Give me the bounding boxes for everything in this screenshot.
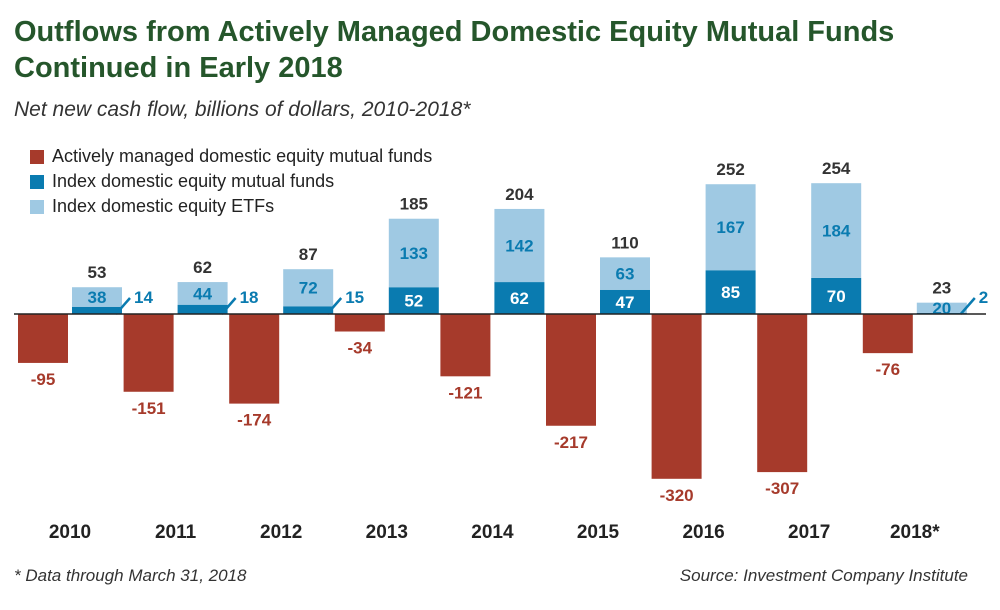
label-index-mutual-2: 15 <box>345 288 364 307</box>
label-index-mutual-4: 62 <box>510 289 529 308</box>
label-etf-3: 133 <box>400 244 428 263</box>
label-total-5: 110 <box>611 233 638 252</box>
x-tick-label-3: 2013 <box>366 522 408 543</box>
label-total-6: 252 <box>716 160 744 179</box>
label-active-7: -307 <box>765 479 799 498</box>
label-index-mutual-1: 18 <box>240 288 259 307</box>
label-etf-2: 72 <box>299 279 318 298</box>
leader-index-mutual-0 <box>115 297 131 315</box>
label-etf-5: 63 <box>616 265 635 284</box>
label-index-mutual-7: 70 <box>827 287 846 306</box>
label-active-4: -121 <box>448 383 482 402</box>
label-active-0: -95 <box>31 370 56 389</box>
x-tick-label-0: 2010 <box>49 522 91 543</box>
bar-active-6 <box>651 314 702 479</box>
leader-index-mutual-2 <box>326 297 343 315</box>
label-active-3: -34 <box>348 339 373 358</box>
bar-active-1 <box>123 314 174 392</box>
label-active-1: -151 <box>132 399 166 418</box>
legend-swatch-etf <box>30 199 44 214</box>
label-total-1: 62 <box>193 258 212 277</box>
bar-etf-2 <box>283 269 334 307</box>
bar-etf-3 <box>388 218 439 288</box>
chart-title: Outflows from Actively Managed Domestic … <box>14 16 895 84</box>
bar-active-5 <box>546 314 596 426</box>
bar-etf-8 <box>916 302 967 313</box>
x-tick-label-6: 2016 <box>682 522 724 543</box>
bar-active-2 <box>229 314 280 404</box>
label-index-mutual-5: 47 <box>616 293 635 312</box>
bar-active-8 <box>862 314 913 354</box>
x-tick-label-4: 2014 <box>471 522 514 543</box>
leader-index-mutual-8 <box>959 297 976 315</box>
bar-index-mutual-1 <box>177 304 228 314</box>
legend-swatch-index-mutual <box>30 174 44 189</box>
bar-etf-4 <box>494 208 545 283</box>
label-index-mutual-3: 52 <box>404 292 423 311</box>
label-active-8: -76 <box>876 360 901 379</box>
label-etf-0: 38 <box>88 288 107 307</box>
bar-active-7 <box>757 314 808 473</box>
bar-index-mutual-6 <box>705 270 756 314</box>
legend-label-index-mutual: Index domestic equity mutual funds <box>52 171 335 191</box>
label-total-4: 204 <box>505 185 534 204</box>
legend-label-etf: Index domestic equity ETFs <box>52 196 275 216</box>
x-tick-label-2: 2012 <box>260 522 302 543</box>
label-index-mutual-0: 14 <box>134 288 153 307</box>
bar-index-mutual-3 <box>388 287 439 314</box>
bar-active-3 <box>334 314 385 332</box>
bar-active-0 <box>18 314 68 363</box>
bar-etf-1 <box>177 282 228 305</box>
leader-index-mutual-1 <box>220 297 237 315</box>
label-index-mutual-8: 2 <box>979 288 988 307</box>
bar-etf-5 <box>600 257 650 290</box>
label-total-3: 185 <box>400 195 428 214</box>
bar-index-mutual-7 <box>811 277 862 314</box>
label-index-mutual-6: 85 <box>721 283 740 302</box>
label-total-2: 87 <box>299 245 318 264</box>
label-total-8: 23 <box>932 279 951 298</box>
bar-etf-6 <box>705 184 756 271</box>
legend-item-etf: Index domestic equity ETFs <box>30 194 432 219</box>
bar-index-mutual-0 <box>72 306 122 314</box>
footnote: * Data through March 31, 2018 <box>14 566 247 585</box>
legend-item-active: Actively managed domestic equity mutual … <box>30 144 432 169</box>
bar-index-mutual-5 <box>600 289 650 314</box>
bar-etf-7 <box>811 183 862 278</box>
legend-label-active: Actively managed domestic equity mutual … <box>52 146 433 166</box>
label-total-7: 254 <box>822 159 851 178</box>
legend: Actively managed domestic equity mutual … <box>30 144 432 219</box>
bar-index-mutual-4 <box>494 282 545 314</box>
bar-active-4 <box>440 314 491 377</box>
label-etf-7: 184 <box>822 222 851 241</box>
bar-etf-0 <box>72 287 122 307</box>
x-tick-label-7: 2017 <box>788 522 830 543</box>
legend-item-index-mutual: Index domestic equity mutual funds <box>30 169 432 194</box>
x-tick-label-1: 2011 <box>155 522 197 543</box>
x-tick-label-5: 2015 <box>577 522 620 543</box>
legend-swatch-active <box>30 149 44 164</box>
label-etf-8: 20 <box>932 299 951 318</box>
x-tick-label-8: 2018* <box>890 522 940 543</box>
label-active-6: -320 <box>660 486 694 505</box>
label-etf-6: 167 <box>716 218 744 237</box>
source-note: Source: Investment Company Institute <box>679 566 968 585</box>
label-etf-1: 44 <box>193 284 212 303</box>
bar-index-mutual-2 <box>283 306 334 314</box>
label-active-2: -174 <box>237 411 272 430</box>
label-total-0: 53 <box>88 263 107 282</box>
label-active-5: -217 <box>554 433 588 452</box>
chart-subtitle: Net new cash flow, billions of dollars, … <box>14 98 471 121</box>
label-etf-4: 142 <box>505 237 533 256</box>
